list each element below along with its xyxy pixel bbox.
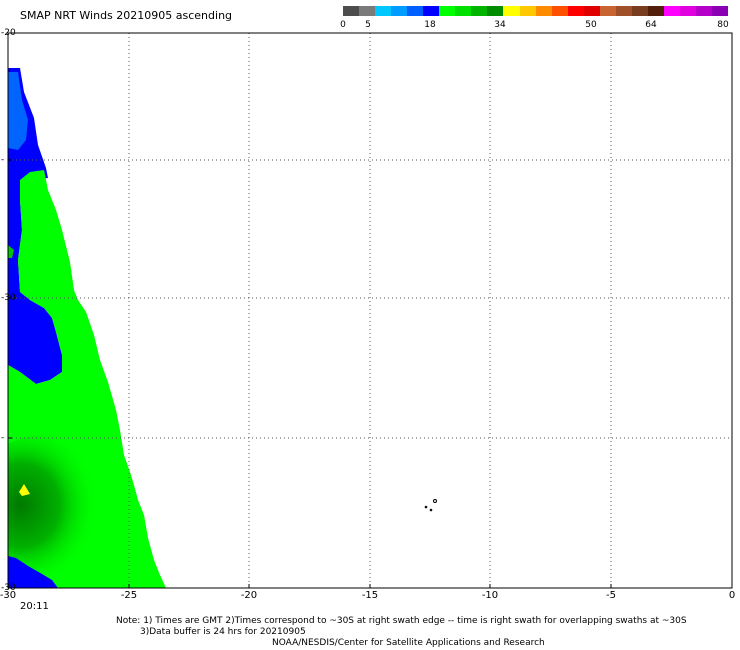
- x-tick-label: 0: [728, 590, 736, 601]
- island-markers: [424, 499, 437, 512]
- swath-blue-highlight: [8, 72, 28, 150]
- swath-yellow-patch: [19, 484, 30, 496]
- colorbar-swatch: [343, 6, 360, 16]
- x-tick-label: -20: [240, 590, 258, 601]
- colorbar-swatch: [696, 6, 713, 16]
- colorbar-swatch: [471, 6, 488, 16]
- map-title: SMAP NRT Winds 20210905 ascending: [20, 9, 233, 22]
- note-line-1: Note: 1) Times are GMT 2)Times correspon…: [116, 616, 687, 626]
- x-tick-label: -30: [0, 590, 17, 601]
- colorbar-tick-label: 64: [645, 20, 657, 30]
- y-tick-label: -30: [1, 583, 16, 593]
- wind-swath: [8, 68, 166, 588]
- colorbar-swatch: [487, 6, 504, 16]
- colorbar-swatch: [647, 6, 664, 16]
- colorbar-swatch: [455, 6, 472, 16]
- y-tick-label: -: [1, 155, 5, 165]
- x-tick-label: -10: [481, 590, 499, 601]
- colorbar-swatch: [599, 6, 616, 16]
- colorbar-swatch: [679, 6, 697, 16]
- colorbar-swatch: [615, 6, 632, 16]
- colorbar-swatch: [583, 6, 600, 16]
- y-tick-label: -: [1, 433, 5, 443]
- swath-green-sliver: [8, 245, 14, 258]
- note-line-2: 3)Data buffer is 24 hrs for 20210905: [140, 627, 306, 637]
- y-tick-label: -20: [1, 28, 16, 38]
- swath-blue-lower: [8, 556, 58, 588]
- colorbar-tick-label: 0: [340, 20, 346, 30]
- swath-blue-upper: [8, 68, 62, 384]
- colorbar-swatch: [663, 6, 680, 16]
- colorbar-swatch: [423, 6, 440, 16]
- colorbar-swatch: [519, 6, 536, 16]
- colorbar-swatch: [551, 6, 568, 16]
- colorbar-swatch: [375, 6, 392, 16]
- note-line-3: NOAA/NESDIS/Center for Satellite Applica…: [272, 638, 545, 648]
- colorbar-swatch: [631, 6, 648, 16]
- colorbar-swatch: [359, 6, 376, 16]
- swath-dark-green-core: [8, 435, 105, 575]
- colorbar-swatch: [391, 6, 408, 16]
- colorbar-tick-label: 18: [424, 20, 436, 30]
- swath-time-label: 20:11: [20, 601, 49, 612]
- x-tick-label: -5: [606, 590, 616, 601]
- axis-ticks: [7, 32, 733, 589]
- colorbar-swatch: [712, 6, 729, 16]
- x-tick-label: -25: [120, 590, 138, 601]
- colorbar-tick-label: 34: [494, 20, 506, 30]
- colorbar-tick-label: 5: [365, 20, 371, 30]
- wind-speed-colorbar: [343, 6, 729, 16]
- colorbar-swatch: [567, 6, 584, 16]
- x-tick-label: -15: [361, 590, 379, 601]
- colorbar-swatch: [503, 6, 520, 16]
- lat-lon-grid: [8, 33, 732, 588]
- colorbar-swatch: [535, 6, 552, 16]
- y-tick-label: -30: [1, 293, 16, 303]
- colorbar-tick-label: 50: [585, 20, 597, 30]
- colorbar-swatch: [407, 6, 424, 16]
- colorbar-tick-label: 80: [717, 20, 729, 30]
- colorbar-swatch: [439, 6, 456, 16]
